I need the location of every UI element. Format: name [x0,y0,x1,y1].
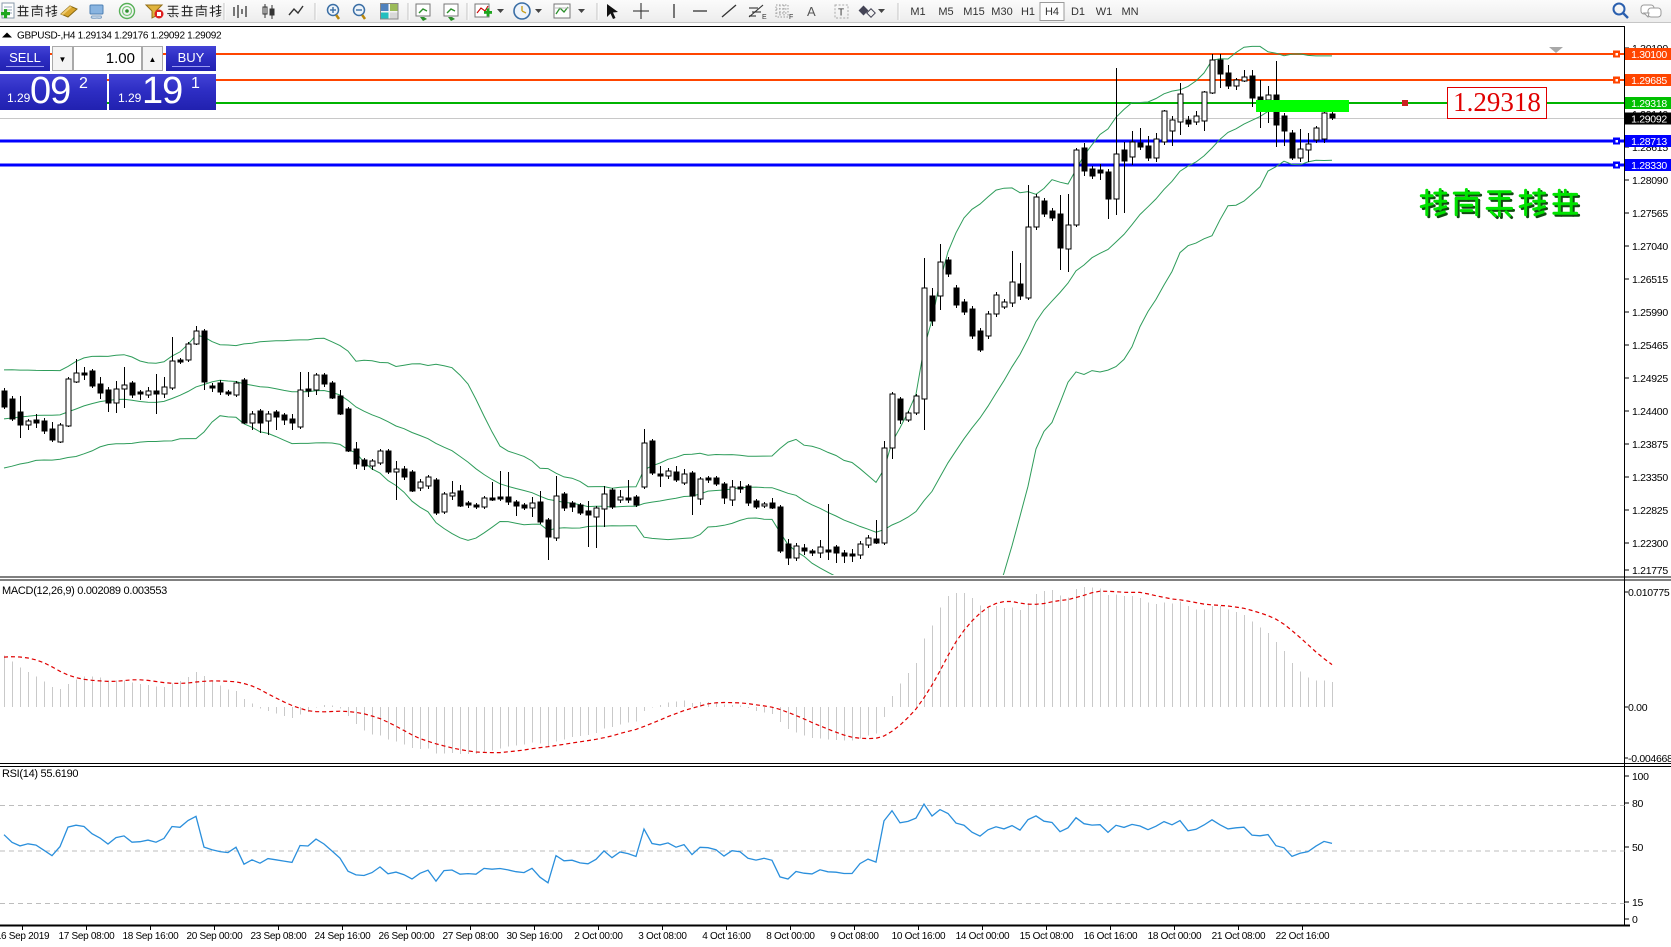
svg-text:1.24925: 1.24925 [1632,373,1668,385]
svg-text:27 Sep 08:00: 27 Sep 08:00 [443,931,500,942]
svg-text:M1: M1 [910,6,925,18]
svg-text:1.24400: 1.24400 [1632,406,1668,418]
svg-text:18 Sep 16:00: 18 Sep 16:00 [123,931,180,942]
svg-text:17 Sep 08:00: 17 Sep 08:00 [59,931,116,942]
svg-text:21 Oct 08:00: 21 Oct 08:00 [1212,931,1266,942]
svg-text:T: T [838,8,844,19]
svg-text:H4: H4 [1045,6,1059,18]
svg-text:14 Oct 00:00: 14 Oct 00:00 [956,931,1010,942]
svg-text:9 Oct 08:00: 9 Oct 08:00 [830,931,879,942]
svg-text:-0.004668: -0.004668 [1628,753,1671,765]
svg-text:0: 0 [1632,914,1638,926]
svg-text:50: 50 [1632,842,1644,854]
svg-text:1.25990: 1.25990 [1632,307,1668,319]
svg-text:1.27040: 1.27040 [1632,241,1668,253]
svg-text:RSI(14) 55.6190: RSI(14) 55.6190 [2,768,78,780]
svg-text:W1: W1 [1096,6,1113,18]
svg-text:1.29318: 1.29318 [1453,87,1541,117]
svg-text:23 Sep 08:00: 23 Sep 08:00 [251,931,308,942]
svg-text:H1: H1 [1021,6,1035,18]
svg-text:E: E [762,14,767,21]
svg-text:2 Oct 00:00: 2 Oct 00:00 [574,931,623,942]
svg-text:1.29318: 1.29318 [1631,98,1667,110]
svg-text:22 Oct 16:00: 22 Oct 16:00 [1276,931,1330,942]
svg-text:1.28330: 1.28330 [1631,160,1667,172]
svg-text:1.22825: 1.22825 [1632,505,1668,517]
svg-text:1.28713: 1.28713 [1631,136,1667,148]
svg-text:8 Oct 00:00: 8 Oct 00:00 [766,931,815,942]
svg-text:1.30100: 1.30100 [1631,49,1667,61]
svg-text:30 Sep 16:00: 30 Sep 16:00 [507,931,564,942]
svg-text:A: A [807,4,816,19]
svg-text:M5: M5 [938,6,953,18]
svg-text:3 Oct 08:00: 3 Oct 08:00 [638,931,687,942]
svg-text:1.23875: 1.23875 [1632,439,1668,451]
svg-text:1.29685: 1.29685 [1631,75,1667,87]
svg-text:M15: M15 [963,6,984,18]
svg-text:M30: M30 [991,6,1012,18]
svg-text:1.28090: 1.28090 [1632,175,1668,187]
svg-text:80: 80 [1632,798,1644,810]
svg-text:1.22300: 1.22300 [1632,538,1668,550]
svg-text:1.26515: 1.26515 [1632,274,1668,286]
svg-text:0.00: 0.00 [1628,702,1648,714]
svg-text:F: F [789,14,793,21]
svg-text:0.010775: 0.010775 [1628,587,1670,599]
svg-text:15 Oct 08:00: 15 Oct 08:00 [1020,931,1074,942]
svg-text:MACD(12,26,9) 0.002089 0.00355: MACD(12,26,9) 0.002089 0.003553 [2,585,167,597]
svg-text:15: 15 [1632,897,1644,909]
svg-text:16 Sep 2019: 16 Sep 2019 [0,931,50,942]
svg-text:D1: D1 [1071,6,1085,18]
svg-text:1.29092: 1.29092 [1631,114,1667,126]
svg-text:1.27565: 1.27565 [1632,208,1668,220]
svg-text:1.21775: 1.21775 [1632,565,1668,577]
svg-text:10 Oct 16:00: 10 Oct 16:00 [892,931,946,942]
svg-text:1.23350: 1.23350 [1632,472,1668,484]
svg-text:100: 100 [1632,771,1649,783]
svg-text:16 Oct 16:00: 16 Oct 16:00 [1084,931,1138,942]
svg-text:20 Sep 00:00: 20 Sep 00:00 [187,931,244,942]
svg-text:18 Oct 00:00: 18 Oct 00:00 [1148,931,1202,942]
svg-text:GBPUSD-,H4 1.29134 1.29176 1.: GBPUSD-,H4 1.29134 1.29176 1.29092 1.290… [17,31,222,42]
svg-text:4 Oct 16:00: 4 Oct 16:00 [702,931,751,942]
svg-text:MN: MN [1121,6,1138,18]
svg-text:1.25465: 1.25465 [1632,340,1668,352]
svg-text:26 Sep 00:00: 26 Sep 00:00 [379,931,436,942]
svg-text:24 Sep 16:00: 24 Sep 16:00 [315,931,372,942]
